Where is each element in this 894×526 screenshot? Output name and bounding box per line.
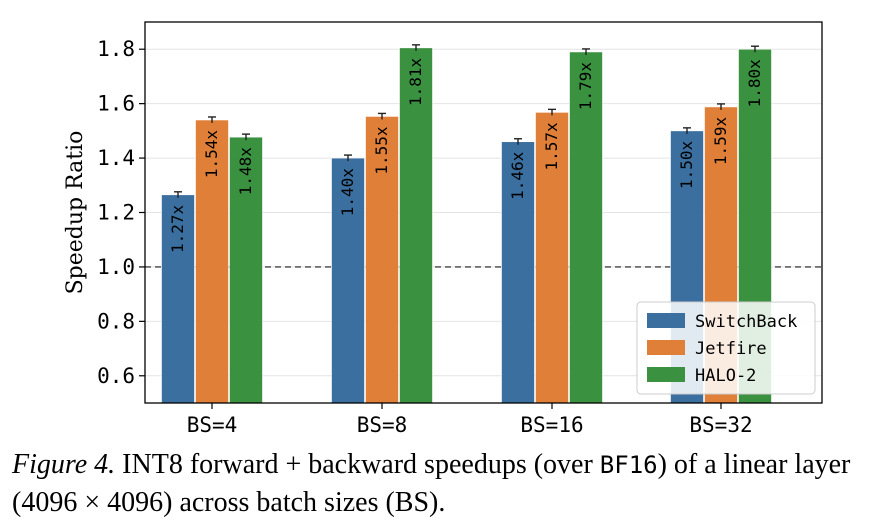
legend: SwitchBack Jetfire HALO-2 [636, 301, 816, 395]
bar-halo-2 [229, 136, 263, 404]
legend-label-jetfire: Jetfire [695, 339, 767, 359]
bar-value-label: 1.55x [372, 126, 391, 175]
y-tick-label: 1.4 [97, 146, 135, 170]
caption-text-1: INT8 forward + backward speedups (over [115, 449, 600, 480]
y-tick-label: 1.0 [97, 255, 135, 279]
y-tick-label: 0.8 [97, 309, 135, 333]
y-tick-label: 1.8 [97, 37, 135, 61]
y-tick-label: 0.6 [97, 364, 135, 388]
caption-text-2: ) of a linear layer (4096 × 4096) across… [12, 449, 851, 518]
x-tick-label: BS=32 [689, 413, 752, 437]
bar-value-label: 1.59x [711, 117, 730, 166]
bar-value-label: 1.48x [236, 147, 255, 196]
bar-switchback [501, 141, 535, 404]
x-tick-label: BS=8 [357, 413, 408, 437]
x-tick-label: BS=4 [187, 413, 238, 437]
bar-value-label: 1.46x [508, 151, 527, 200]
error-bars-group [174, 44, 759, 198]
legend-label-halo-2: HALO-2 [695, 366, 756, 386]
legend-label-switchback: SwitchBack [695, 312, 797, 332]
bar-value-label: 1.50x [677, 140, 696, 189]
bar-halo-2 [569, 51, 603, 404]
x-tick-label: BS=16 [520, 413, 583, 437]
legend-swatch-halo-2 [647, 367, 685, 382]
y-tick-label: 1.2 [97, 201, 135, 225]
legend-swatch-jetfire [647, 340, 685, 355]
bar-value-label: 1.54x [202, 130, 221, 179]
bar-value-label: 1.81x [406, 57, 425, 106]
y-axis-ticks: 0.6 0.8 1.0 1.2 1.4 1.6 1.8 [97, 37, 145, 388]
bar-value-label: 1.57x [542, 122, 561, 171]
figure-label: Figure 4. [12, 449, 116, 480]
bar-value-label: 1.80x [745, 59, 764, 108]
bar-value-label: 1.40x [338, 168, 357, 217]
x-axis-ticks: BS=4 BS=8 BS=16 BS=32 [187, 403, 753, 437]
y-axis-label: Speedup Ratio [63, 131, 88, 295]
bar-value-label: 1.79x [576, 62, 595, 111]
y-tick-label: 1.6 [97, 92, 135, 116]
caption-mono-text: BF16 [599, 451, 658, 479]
bar-value-label: 1.27x [168, 204, 187, 253]
bar-labels-group: 1.27x 1.40x 1.46x 1.50x 1.54x 1.55x 1.57x 1.59x… [168, 57, 764, 252]
bar-switchback [331, 157, 365, 404]
legend-swatch-switchback [647, 313, 685, 328]
figure-caption: Figure 4. INT8 forward + backward speedu… [12, 446, 887, 522]
bar-switchback [161, 194, 195, 404]
speedup-bar-chart: 1.27x 1.40x 1.46x 1.50x 1.54x 1.55x 1.57x 1.59x… [63, 21, 823, 437]
